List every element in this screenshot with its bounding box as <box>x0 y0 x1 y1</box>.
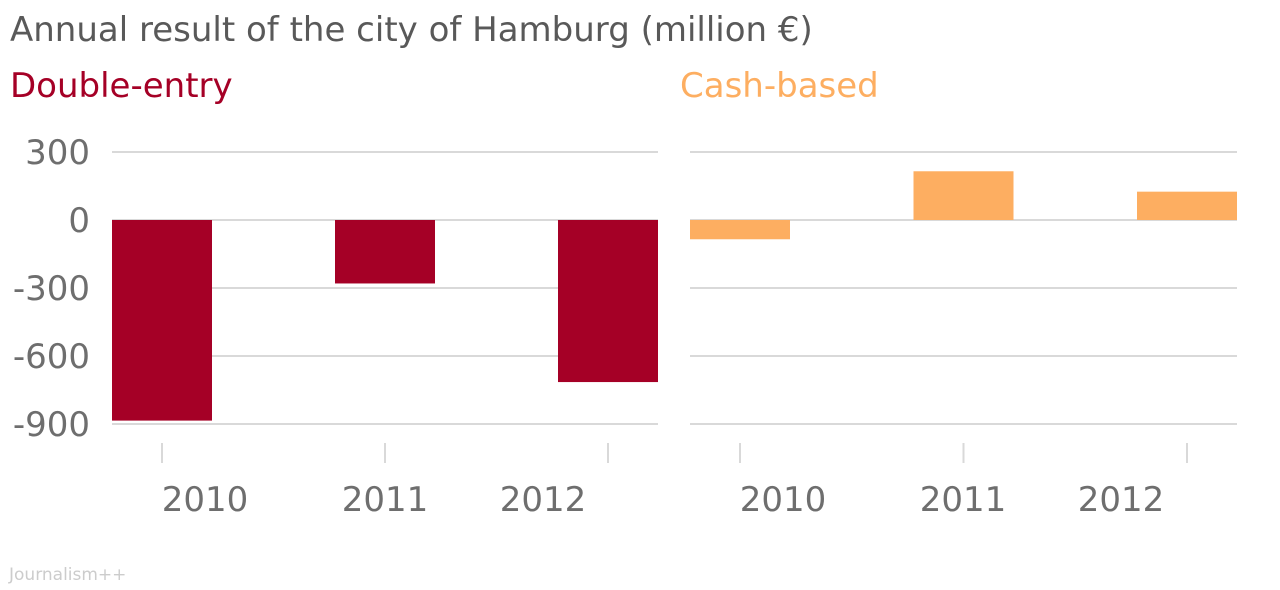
y-tick-label: 300 <box>25 133 90 173</box>
cash-based-x-tick-label: 2012 <box>1078 480 1165 520</box>
panel-title-cash-based: Cash-based <box>680 66 879 106</box>
y-tick-label: 0 <box>68 201 90 241</box>
double-entry-x-tick-label: 2011 <box>342 480 429 520</box>
panel-title-double-entry: Double-entry <box>10 66 233 106</box>
credit-text: Journalism++ <box>9 565 127 585</box>
y-tick-label: -600 <box>13 337 90 377</box>
double-entry-bar-2011 <box>335 220 435 284</box>
cash-based-x-tick-label: 2010 <box>740 480 827 520</box>
double-entry-x-tick-label: 2010 <box>162 480 249 520</box>
double-entry-bar-2012 <box>558 220 658 383</box>
y-tick-label: -900 <box>13 405 90 445</box>
cash-based-bar-2011 <box>913 171 1014 220</box>
cash-based-bar-2010 <box>690 220 790 240</box>
double-entry-x-tick-label: 2012 <box>500 480 587 520</box>
y-tick-label: -300 <box>13 269 90 309</box>
cash-based-x-tick-label: 2011 <box>920 480 1007 520</box>
double-entry-bar-2010 <box>112 220 212 421</box>
chart-title: Annual result of the city of Hamburg (mi… <box>10 10 813 50</box>
cash-based-bar-2012 <box>1137 191 1237 220</box>
